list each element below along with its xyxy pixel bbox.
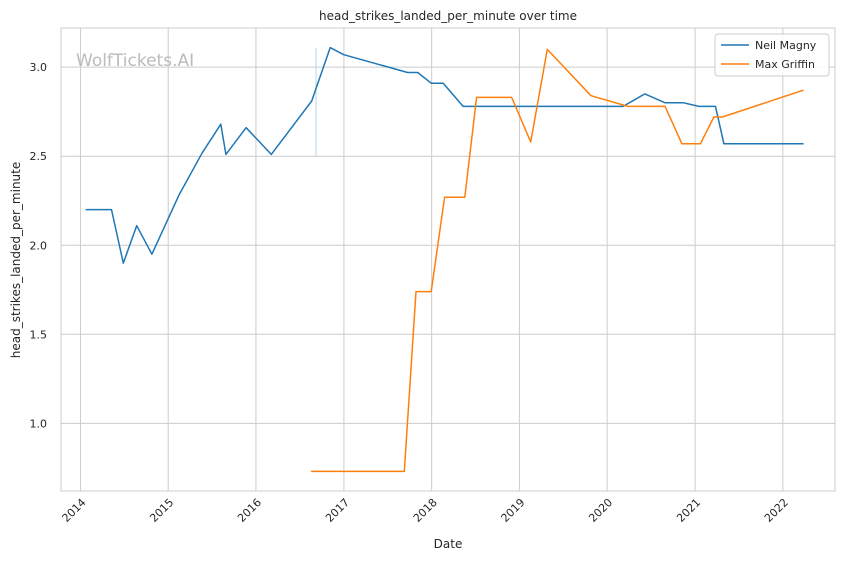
y-tick-label: 2.0 xyxy=(30,239,48,252)
y-axis-label: head_strikes_landed_per_minute xyxy=(9,162,23,359)
plot-area-frame xyxy=(60,27,836,492)
y-gridlines xyxy=(61,66,835,424)
y-tick-label: 1.5 xyxy=(30,328,48,341)
y-tick-labels: 1.0 1.5 2.0 2.5 3.0 xyxy=(30,61,48,430)
series-line-max-griffin xyxy=(310,48,804,473)
y-tick-label: 2.5 xyxy=(30,150,48,163)
legend-label-neil-magny: Neil Magny xyxy=(755,39,817,52)
series-lines xyxy=(85,46,804,473)
chart-title: head_strikes_landed_per_minute over time xyxy=(319,9,577,23)
x-axis-label: Date xyxy=(434,537,463,551)
x-gridlines xyxy=(79,28,784,491)
legend: Neil Magny Max Griffin xyxy=(714,33,830,77)
series-line-neil-magny xyxy=(85,46,804,264)
legend-label-max-griffin: Max Griffin xyxy=(755,58,815,71)
y-tick-label: 3.0 xyxy=(30,61,48,74)
watermark: WolfTickets.AI xyxy=(76,51,194,71)
y-tick-label: 1.0 xyxy=(30,417,48,430)
